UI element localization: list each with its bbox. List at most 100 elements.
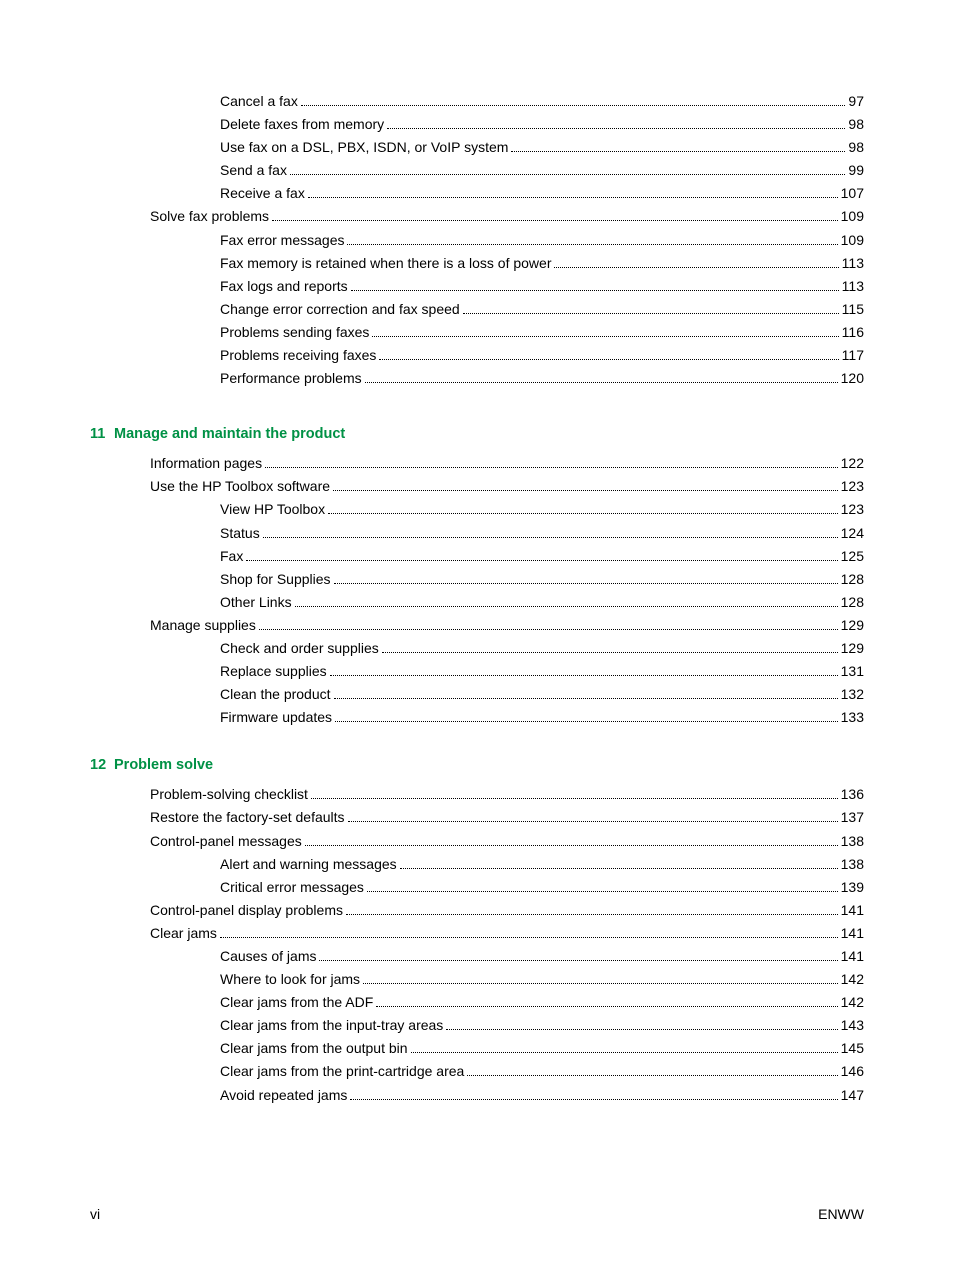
toc-entry-page: 147 (841, 1084, 864, 1107)
toc-entry-page: 113 (842, 275, 864, 298)
toc-entry[interactable]: Status 124 (90, 522, 864, 545)
toc-block: Cancel a fax 97Delete faxes from memory … (90, 90, 864, 390)
toc-entry-label: Check and order supplies (220, 637, 379, 660)
toc-entry[interactable]: Fax 125 (90, 545, 864, 568)
toc-entry-label: Problems receiving faxes (220, 344, 376, 367)
toc-leader-dots (295, 606, 838, 607)
toc-entry[interactable]: Performance problems 120 (90, 367, 864, 390)
toc-entry[interactable]: Check and order supplies 129 (90, 637, 864, 660)
toc-entry-page: 117 (842, 344, 864, 367)
toc-entry[interactable]: Firmware updates 133 (90, 706, 864, 729)
toc-entry-label: Status (220, 522, 260, 545)
toc-entry[interactable]: Clear jams from the input-tray areas 143 (90, 1014, 864, 1037)
toc-entry-label: Problems sending faxes (220, 321, 369, 344)
toc-entry-page: 133 (841, 706, 864, 729)
toc-entry-page: 141 (841, 922, 864, 945)
toc-entry-page: 99 (848, 159, 864, 182)
toc-block: Problem-solving checklist 136Restore the… (90, 783, 864, 1106)
toc-entry-page: 113 (842, 252, 864, 275)
toc-entry[interactable]: Clear jams 141 (90, 922, 864, 945)
toc-entry-label: Shop for Supplies (220, 568, 331, 591)
section-heading: 11Manage and maintain the product (90, 426, 864, 442)
toc-leader-dots (351, 290, 839, 291)
toc-entry[interactable]: Fax logs and reports 113 (90, 275, 864, 298)
toc-entry-label: Manage supplies (150, 614, 256, 637)
toc-leader-dots (333, 490, 838, 491)
toc-entry-label: Cancel a fax (220, 90, 298, 113)
toc-entry[interactable]: Clear jams from the print-cartridge area… (90, 1060, 864, 1083)
page-number-roman: vi (90, 1206, 100, 1222)
toc-entry[interactable]: Critical error messages 139 (90, 876, 864, 899)
toc-entry-label: Fax error messages (220, 229, 344, 252)
toc-entry-label: Fax memory is retained when there is a l… (220, 252, 551, 275)
toc-entry-label: Clear jams from the output bin (220, 1037, 408, 1060)
toc-entry-label: Where to look for jams (220, 968, 360, 991)
toc-entry[interactable]: Where to look for jams 142 (90, 968, 864, 991)
toc-entry-page: 129 (841, 614, 864, 637)
toc-entry[interactable]: Information pages 122 (90, 452, 864, 475)
toc-entry[interactable]: Alert and warning messages 138 (90, 853, 864, 876)
toc-entry[interactable]: Clear jams from the output bin 145 (90, 1037, 864, 1060)
toc-entry-page: 145 (841, 1037, 864, 1060)
toc-leader-dots (363, 983, 838, 984)
toc-entry-label: Critical error messages (220, 876, 364, 899)
toc-entry-page: 129 (841, 637, 864, 660)
section-number: 12 (90, 757, 114, 773)
toc-entry[interactable]: Fax error messages 109 (90, 229, 864, 252)
toc-leader-dots (400, 868, 838, 869)
toc-entry[interactable]: Replace supplies 131 (90, 660, 864, 683)
toc-entry[interactable]: Change error correction and fax speed 11… (90, 298, 864, 321)
toc-entry[interactable]: Problem-solving checklist 136 (90, 783, 864, 806)
toc-entry-page: 115 (842, 298, 864, 321)
toc-entry[interactable]: Control-panel display problems 141 (90, 899, 864, 922)
toc-entry[interactable]: Use fax on a DSL, PBX, ISDN, or VoIP sys… (90, 136, 864, 159)
toc-leader-dots (511, 151, 845, 152)
toc-entry-page: 132 (841, 683, 864, 706)
toc-entry[interactable]: Avoid repeated jams 147 (90, 1084, 864, 1107)
toc-leader-dots (220, 937, 838, 938)
toc-entry[interactable]: Clear jams from the ADF 142 (90, 991, 864, 1014)
toc-entry-label: Problem-solving checklist (150, 783, 308, 806)
toc-leader-dots (376, 1006, 837, 1007)
toc-entry-label: View HP Toolbox (220, 498, 325, 521)
toc-entry[interactable]: Control-panel messages 138 (90, 830, 864, 853)
toc-entry-page: 123 (841, 498, 864, 521)
toc-entry[interactable]: Manage supplies 129 (90, 614, 864, 637)
toc-entry-label: Use fax on a DSL, PBX, ISDN, or VoIP sys… (220, 136, 508, 159)
toc-entry-page: 131 (841, 660, 864, 683)
toc-leader-dots (365, 382, 838, 383)
toc-entry[interactable]: Delete faxes from memory 98 (90, 113, 864, 136)
toc-leader-dots (305, 845, 838, 846)
toc-entry-label: Clear jams from the input-tray areas (220, 1014, 443, 1037)
toc-entry[interactable]: Problems receiving faxes 117 (90, 344, 864, 367)
toc-content: Cancel a fax 97Delete faxes from memory … (90, 90, 864, 1107)
toc-entry-page: 98 (848, 113, 864, 136)
toc-leader-dots (334, 698, 838, 699)
toc-entry-label: Fax logs and reports (220, 275, 348, 298)
toc-leader-dots (272, 220, 838, 221)
toc-entry[interactable]: Solve fax problems 109 (90, 205, 864, 228)
toc-entry[interactable]: View HP Toolbox 123 (90, 498, 864, 521)
toc-entry-page: 109 (841, 205, 864, 228)
toc-entry[interactable]: Receive a fax 107 (90, 182, 864, 205)
toc-leader-dots (372, 336, 838, 337)
toc-entry[interactable]: Shop for Supplies 128 (90, 568, 864, 591)
toc-entry[interactable]: Fax memory is retained when there is a l… (90, 252, 864, 275)
toc-entry-page: 122 (841, 452, 864, 475)
toc-entry-label: Fax (220, 545, 243, 568)
page-footer: vi ENWW (90, 1206, 864, 1222)
toc-entry[interactable]: Other Links 128 (90, 591, 864, 614)
toc-leader-dots (290, 174, 845, 175)
toc-leader-dots (348, 821, 838, 822)
toc-entry-page: 141 (841, 945, 864, 968)
toc-entry[interactable]: Problems sending faxes 116 (90, 321, 864, 344)
toc-leader-dots (259, 629, 838, 630)
toc-entry-label: Restore the factory-set defaults (150, 806, 345, 829)
toc-entry[interactable]: Cancel a fax 97 (90, 90, 864, 113)
toc-entry[interactable]: Restore the factory-set defaults 137 (90, 806, 864, 829)
toc-entry[interactable]: Send a fax 99 (90, 159, 864, 182)
toc-entry[interactable]: Causes of jams 141 (90, 945, 864, 968)
toc-entry[interactable]: Clean the product 132 (90, 683, 864, 706)
toc-entry-page: 136 (841, 783, 864, 806)
toc-entry[interactable]: Use the HP Toolbox software 123 (90, 475, 864, 498)
